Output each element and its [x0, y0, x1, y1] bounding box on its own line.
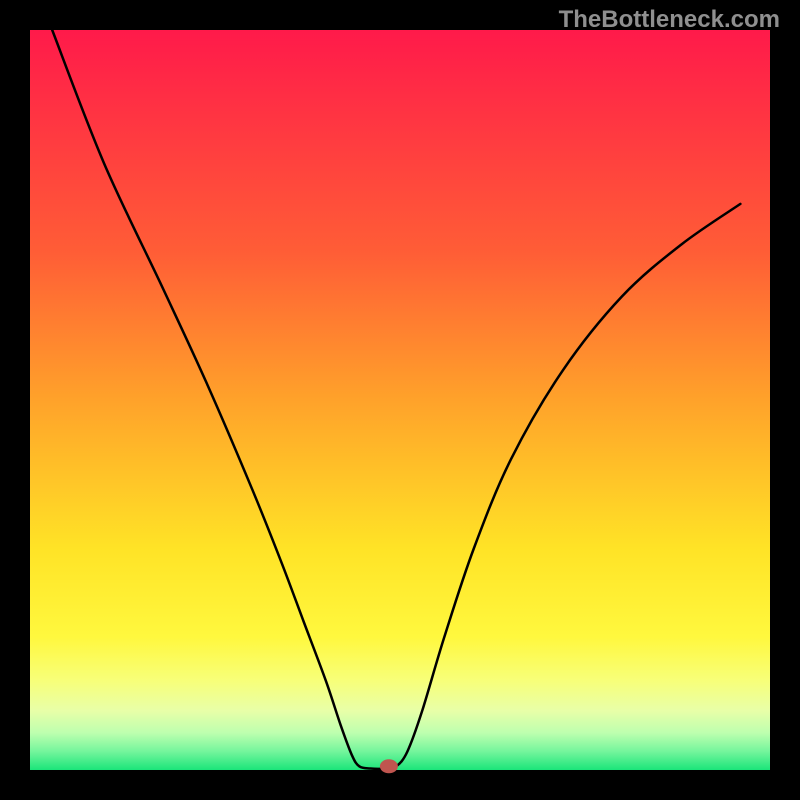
current-config-marker: [380, 759, 398, 773]
bottleneck-chart: [0, 0, 800, 800]
plot-background: [30, 30, 770, 770]
chart-frame: TheBottleneck.com: [0, 0, 800, 800]
watermark-text: TheBottleneck.com: [559, 6, 780, 34]
